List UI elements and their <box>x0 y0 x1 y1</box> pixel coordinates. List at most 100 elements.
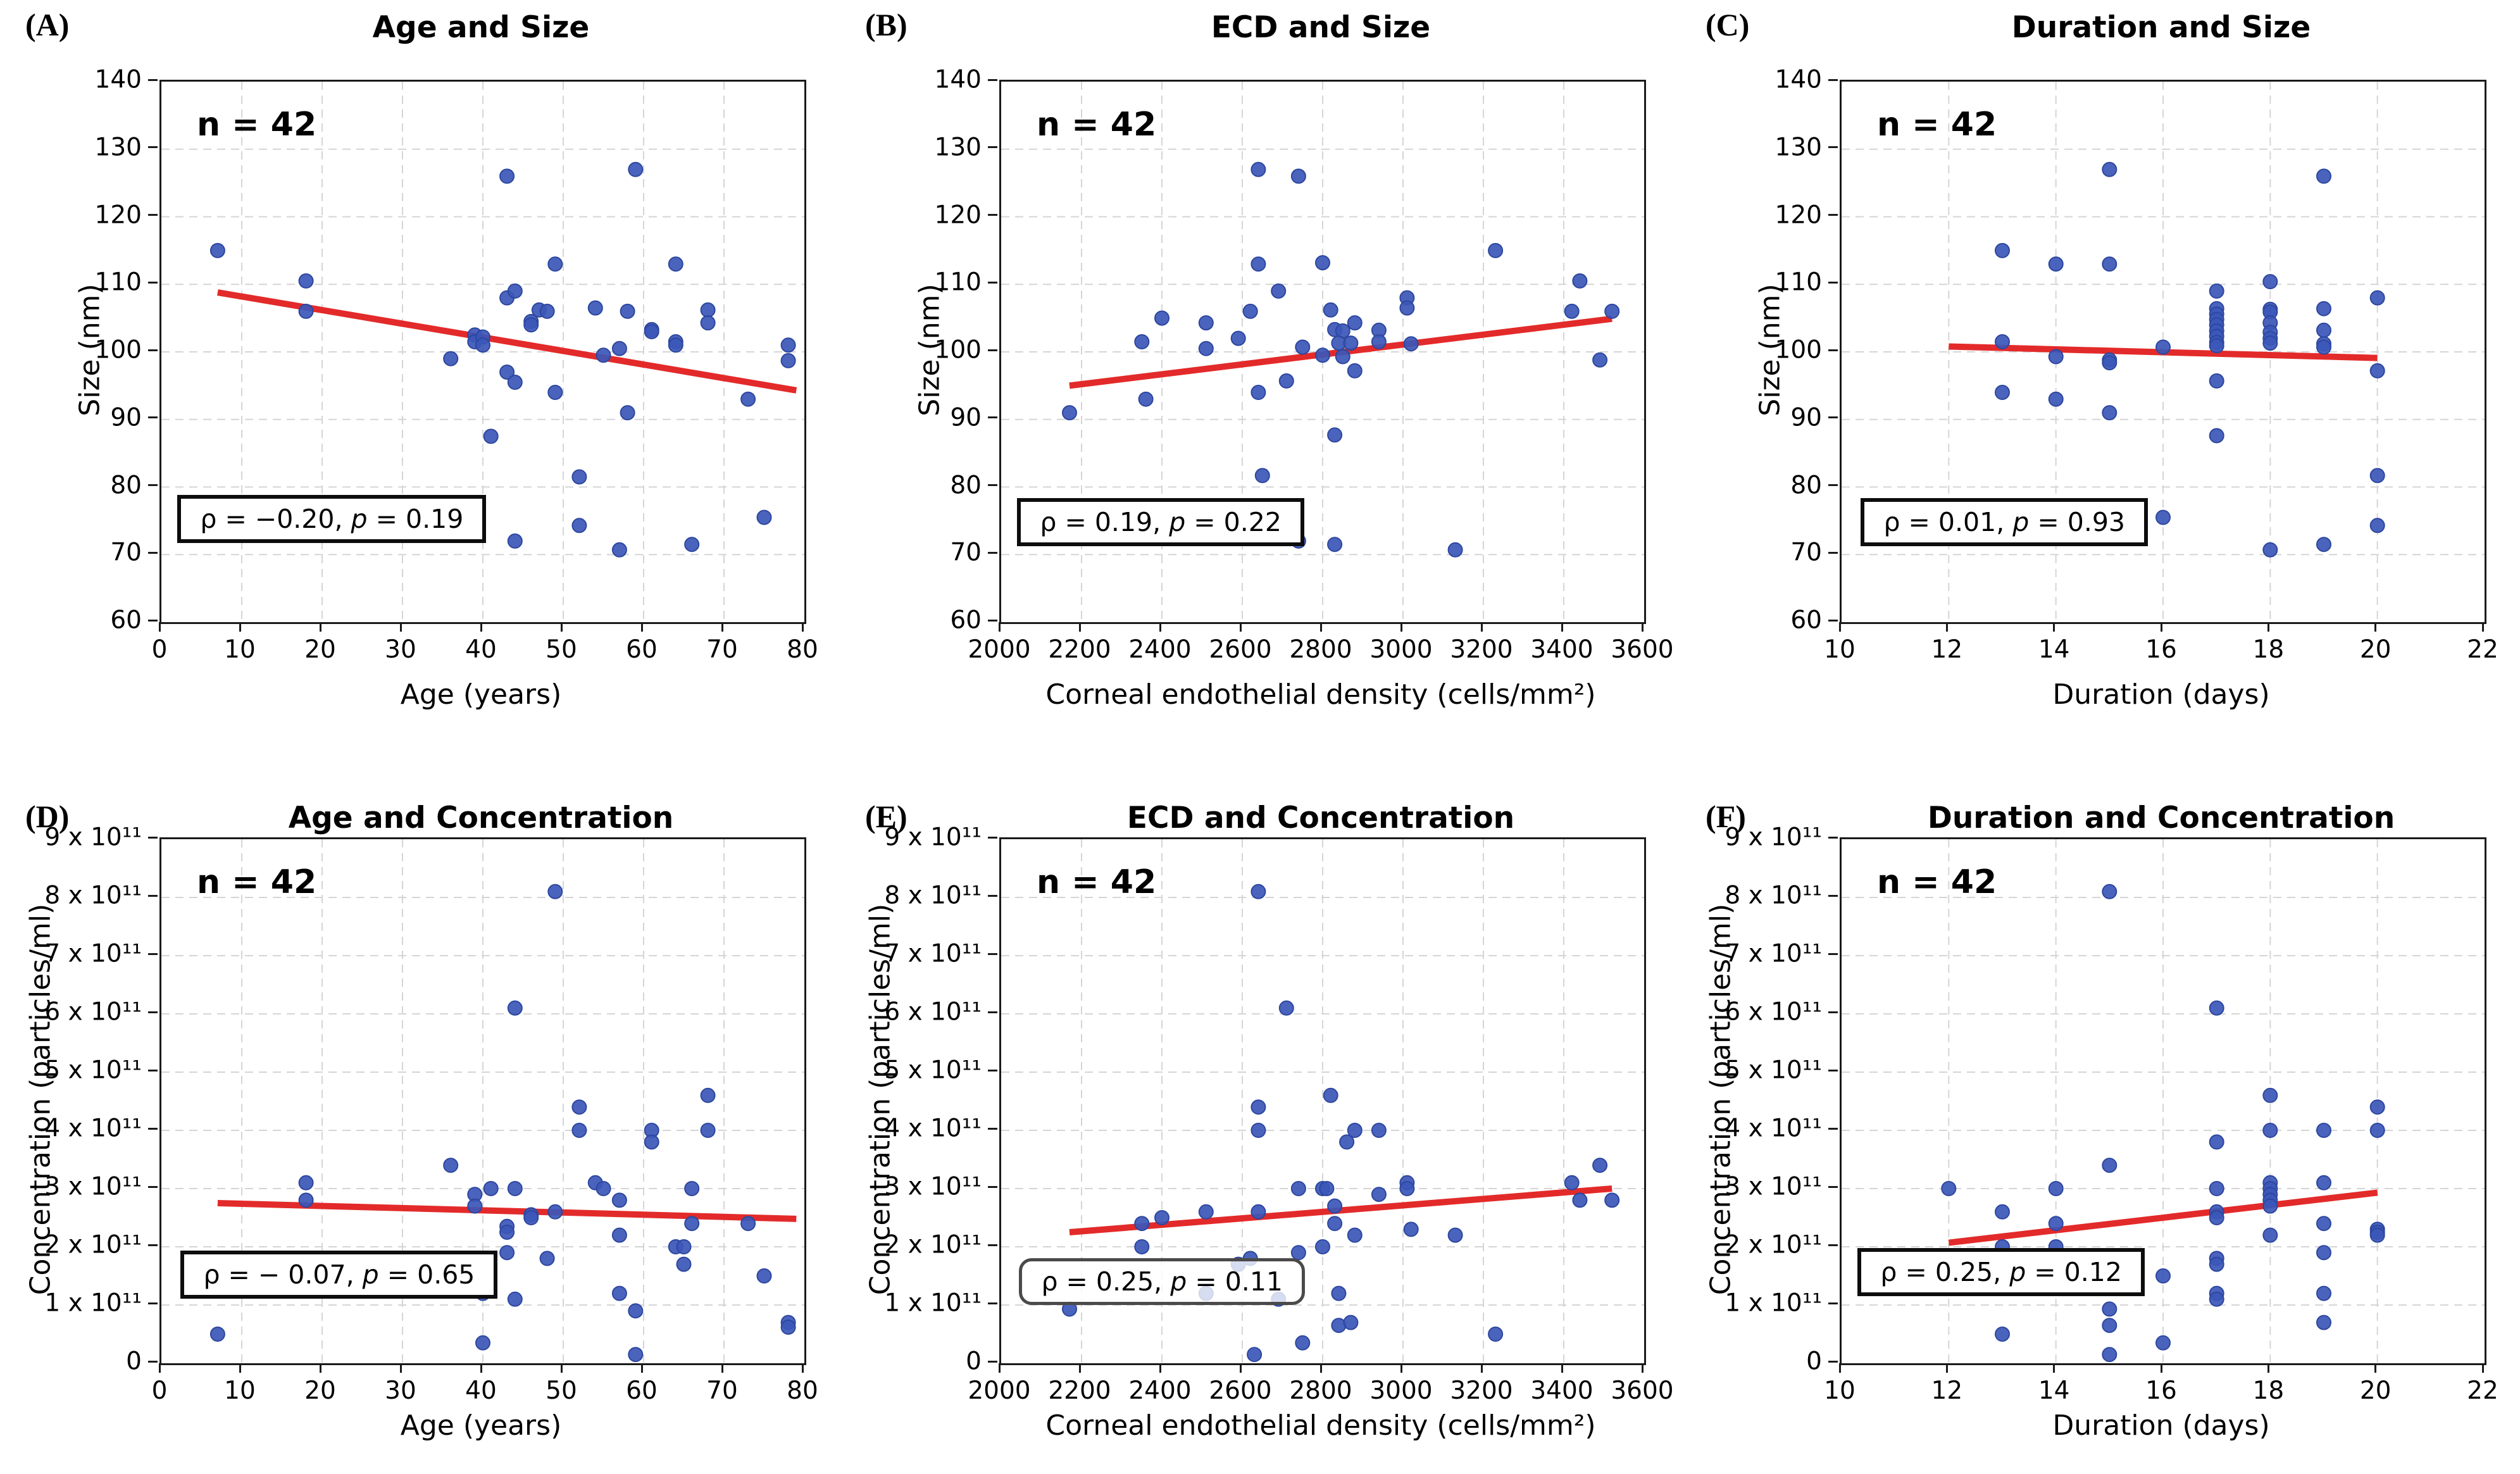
x-tick-mark <box>1078 622 1081 632</box>
x-tick-mark <box>2053 1363 2055 1373</box>
data-point <box>571 1123 587 1138</box>
x-tick-mark <box>1319 1363 1322 1373</box>
y-tick-mark <box>148 78 158 81</box>
y-tick-label: 80 <box>950 471 982 499</box>
y-tick-mark <box>988 952 997 955</box>
x-tick-label: 3000 <box>1369 1377 1433 1405</box>
data-point <box>1343 335 1359 351</box>
trend-line <box>1948 1189 2378 1246</box>
plot-area: n = 42 ρ = 0.25, p = 0.11 <box>999 837 1646 1365</box>
data-point <box>2048 349 2064 365</box>
x-tick-label: 18 <box>2252 1377 2285 1405</box>
p-value: = 0.19 <box>367 504 464 535</box>
data-point <box>507 283 523 299</box>
x-tick-label: 70 <box>706 1377 738 1405</box>
x-axis-label: Duration (days) <box>2052 678 2270 711</box>
x-tick-mark <box>1400 1363 1402 1373</box>
data-point <box>1138 391 1154 407</box>
data-point <box>611 1227 627 1243</box>
plot-area: n = 42 ρ = 0.25, p = 0.12 <box>1840 837 2486 1365</box>
data-point <box>2209 1256 2224 1272</box>
x-tick-mark <box>2374 622 2377 632</box>
y-tick-label: 90 <box>950 403 982 432</box>
data-point <box>298 273 314 289</box>
data-point <box>571 518 587 534</box>
y-tick-label: 90 <box>110 403 142 432</box>
x-tick-mark <box>721 622 723 632</box>
x-tick-mark <box>1239 1363 1242 1373</box>
x-tick-label: 22 <box>2467 635 2498 664</box>
data-point <box>2102 405 2118 421</box>
y-tick-mark <box>988 484 997 486</box>
data-point <box>209 242 225 258</box>
data-point <box>1572 273 1588 289</box>
panel-letter: (E) <box>865 799 908 834</box>
data-point <box>2369 1099 2385 1115</box>
trend-line <box>217 289 797 394</box>
data-point <box>684 1216 700 1232</box>
x-tick-label: 2200 <box>1048 1377 1111 1405</box>
data-point <box>2262 542 2278 558</box>
x-tick-label: 80 <box>787 1377 818 1405</box>
data-point <box>539 1251 555 1266</box>
x-tick-mark <box>1159 622 1161 632</box>
data-point <box>1488 242 1504 258</box>
data-point <box>620 303 635 319</box>
y-tick-label: 90 <box>1790 403 1822 432</box>
x-tick-mark <box>1641 1363 1644 1373</box>
y-tick-mark <box>988 78 997 81</box>
data-point <box>756 509 772 525</box>
data-point <box>1347 315 1363 331</box>
data-point <box>507 533 523 549</box>
data-point <box>644 324 659 339</box>
data-point <box>507 1181 523 1196</box>
y-tick-label: 70 <box>1790 538 1822 567</box>
y-tick-label: 130 <box>934 133 982 162</box>
x-tick-label: 40 <box>465 1377 497 1405</box>
x-tick-mark <box>721 1363 723 1373</box>
x-tick-label: 50 <box>546 635 577 664</box>
data-point <box>2262 274 2278 289</box>
y-tick-label: 8 x 10¹¹ <box>884 881 982 910</box>
data-point <box>700 1087 716 1103</box>
panel-age-concentration: (D) Age and Concentration Concentration … <box>0 737 840 1474</box>
rho-value: ρ = 0.19, <box>1040 506 1170 537</box>
x-tick-mark <box>2267 1363 2269 1373</box>
rho-value: ρ = 0.25, <box>1041 1266 1171 1297</box>
data-point <box>780 1320 796 1335</box>
data-point <box>740 1216 756 1232</box>
x-tick-label: 2200 <box>1048 635 1111 664</box>
y-tick-mark <box>1828 416 1838 419</box>
x-tick-mark <box>560 622 563 632</box>
y-tick-mark <box>1828 281 1838 284</box>
data-point <box>2316 1216 2331 1232</box>
y-tick-label: 2 x 10¹¹ <box>44 1230 142 1259</box>
rho-value: ρ = − 0.07, <box>203 1259 363 1290</box>
y-tick-mark <box>1828 952 1838 955</box>
y-tick-mark <box>148 146 158 149</box>
x-tick-label: 3000 <box>1369 635 1433 664</box>
y-tick-label: 9 x 10¹¹ <box>44 823 142 852</box>
x-tick-mark <box>2481 622 2484 632</box>
data-point <box>1327 1216 1343 1232</box>
x-tick-mark <box>1239 622 1242 632</box>
x-tick-label: 30 <box>385 635 416 664</box>
data-point <box>1154 1210 1170 1225</box>
y-tick-label: 120 <box>1775 201 1822 229</box>
data-point <box>628 1347 644 1363</box>
data-point <box>2102 1158 2118 1173</box>
x-tick-mark <box>640 622 643 632</box>
data-point <box>1062 405 1077 421</box>
x-tick-label: 2800 <box>1289 1377 1352 1405</box>
x-tick-mark <box>1945 1363 1948 1373</box>
y-tick-label: 5 x 10¹¹ <box>44 1056 142 1085</box>
data-point <box>1134 334 1150 349</box>
data-point <box>1327 427 1343 443</box>
y-tick-label: 100 <box>934 335 982 365</box>
data-point <box>2316 537 2331 553</box>
data-point <box>700 1123 716 1138</box>
data-point <box>1371 1187 1387 1202</box>
y-tick-mark <box>988 1011 997 1013</box>
x-tick-label: 2400 <box>1128 635 1192 664</box>
y-tick-mark <box>1828 1302 1838 1304</box>
